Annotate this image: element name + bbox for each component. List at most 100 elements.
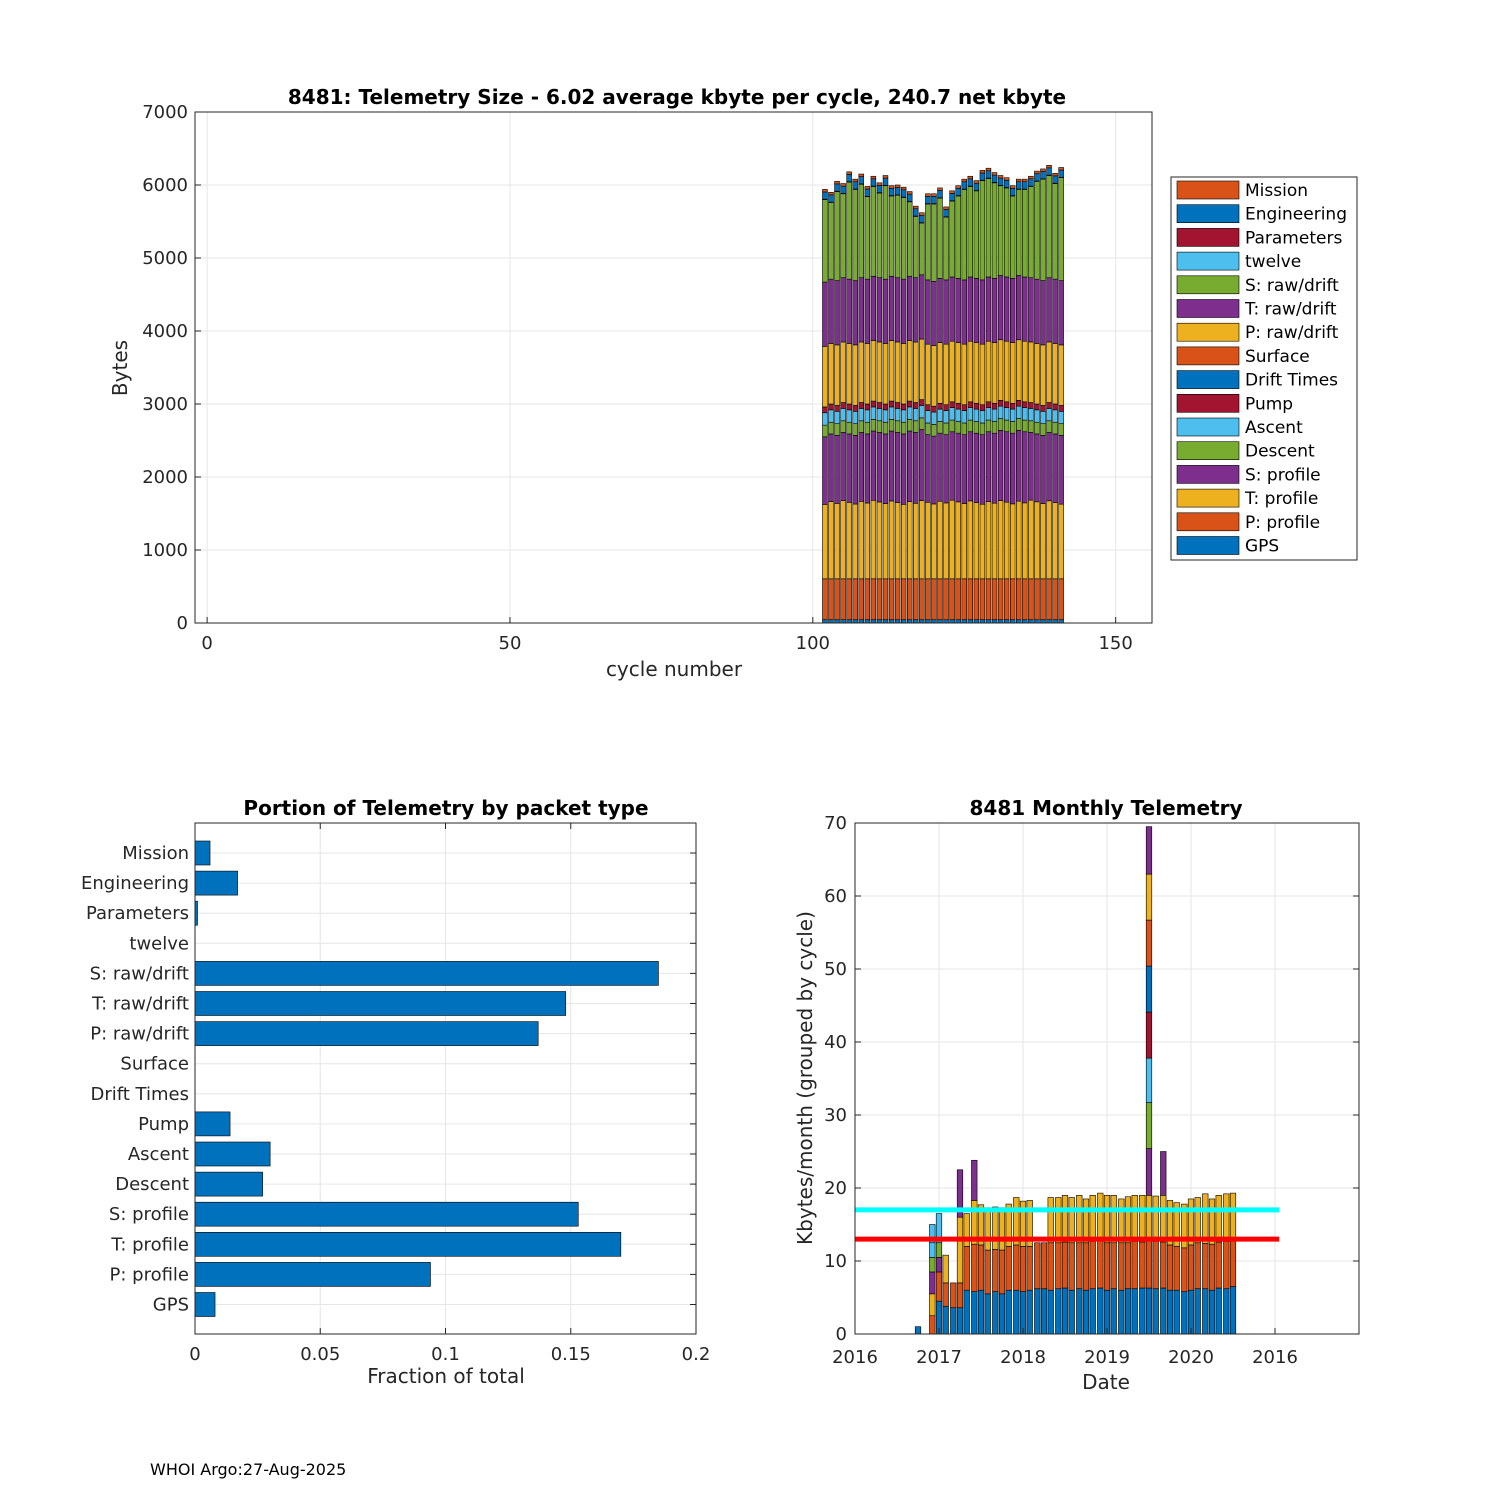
- bar-segment-t-profile: [937, 500, 943, 580]
- bar-segment-mission: [834, 181, 840, 185]
- bar-segment-descent: [876, 420, 883, 433]
- bar-segment-mission: [1040, 168, 1046, 172]
- bar-segment-t-profile: [828, 501, 834, 580]
- monthly-bar-segment: [1202, 1243, 1209, 1290]
- legend-label: GPS: [1245, 537, 1279, 557]
- bar-segment-mission: [822, 189, 828, 193]
- legend-swatch: [1176, 204, 1240, 223]
- bar-segment-t-raw-drift: [931, 281, 937, 346]
- bar-segment-s-raw-drift: [834, 191, 840, 281]
- legend-swatch: [1176, 393, 1240, 413]
- bar-segment-ascent: [967, 407, 974, 421]
- bar-segment-pump: [822, 406, 828, 414]
- monthly-bar-segment: [1068, 1289, 1075, 1335]
- bar-segment-engineering: [858, 176, 864, 185]
- bar-segment-descent: [997, 418, 1004, 431]
- bar-segment-p-profile: [967, 578, 974, 621]
- bar-segment-t-raw-drift: [1016, 275, 1022, 341]
- bar-segment-mission: [858, 173, 864, 177]
- bar-segment-s-profile: [822, 436, 828, 505]
- bar-segment-p-profile: [822, 578, 828, 621]
- bar-segment-p-raw-drift: [1028, 341, 1034, 403]
- bar-segment-mission: [979, 170, 986, 174]
- monthly-bar-segment: [998, 1293, 1006, 1335]
- monthly-bar-segment: [929, 1271, 936, 1295]
- bar-segment-s-profile: [1022, 431, 1028, 504]
- legend-swatch: [1176, 441, 1240, 461]
- monthly-bar-segment: [1005, 1246, 1012, 1291]
- bar-segment-descent: [882, 421, 889, 435]
- bar-segment-p-profile: [882, 578, 889, 621]
- bar-segment-t-profile: [834, 503, 840, 580]
- bar-segment-t-profile: [852, 503, 858, 580]
- bar-segment-ascent: [1052, 409, 1058, 423]
- legend-swatch: [1176, 370, 1240, 389]
- bar-segment-p-raw-drift: [1009, 342, 1016, 404]
- bar-segment-p-raw-drift: [882, 343, 889, 405]
- x-tick-label: 2018: [1000, 1347, 1046, 1368]
- bar-segment-descent: [864, 421, 871, 435]
- bar-segment-t-profile: [973, 502, 980, 580]
- bar-segment-p-raw-drift: [858, 341, 864, 403]
- bar-segment-engineering: [1058, 169, 1064, 178]
- bar-segment-p-profile: [1034, 578, 1040, 621]
- legend-label: T: raw/drift: [1244, 300, 1337, 320]
- bar-segment-s-profile: [876, 432, 883, 503]
- bar-segment-s-raw-drift: [894, 194, 901, 279]
- bar-segment-p-profile: [1028, 578, 1034, 621]
- bar-segment-s-profile: [955, 432, 961, 503]
- hlines-br: [855, 1207, 1280, 1242]
- legend-label: twelve: [1245, 252, 1301, 272]
- bar-segment-ascent: [906, 406, 913, 420]
- bar-segment-mission: [985, 167, 992, 172]
- bar-segment-s-raw-drift: [840, 193, 846, 279]
- bar-segment-t-raw-drift: [997, 275, 1004, 341]
- bar-segment-t-raw-drift: [828, 278, 834, 344]
- bar-segment-s-profile: [858, 432, 864, 502]
- monthly-bar-segment: [984, 1249, 991, 1295]
- bar-segment-p-raw-drift: [931, 345, 937, 407]
- bar-segment-descent: [1040, 423, 1046, 436]
- bar-segment-t-raw-drift: [937, 278, 943, 343]
- portion-by-packet-chart: 0 0.05 0.1 0.15 0.2 Mission Engineering Paramet…: [81, 796, 710, 1388]
- monthly-bar-segment: [1152, 1240, 1159, 1290]
- bar-segment-s-raw-drift: [925, 203, 931, 281]
- bar-segment-engineering: [1028, 178, 1034, 187]
- bar-segment-ascent: [979, 410, 986, 424]
- bar-segment-s-profile: [967, 431, 974, 502]
- monthly-bar-segment: [992, 1291, 999, 1335]
- bar-segment-ascent: [888, 406, 895, 420]
- y-tick-label: T: raw/drift: [91, 994, 189, 1015]
- bar-segment-engineering: [870, 178, 877, 187]
- bar-segment-engineering: [840, 185, 846, 194]
- monthly-bar-segment: [1110, 1242, 1117, 1290]
- monthly-bar-segment: [929, 1293, 936, 1317]
- monthly-bar-segment: [1215, 1241, 1222, 1289]
- monthly-bar-segment: [1229, 1238, 1237, 1287]
- monthly-bar-segment: [1194, 1288, 1201, 1335]
- monthly-bar-segment: [1026, 1200, 1033, 1247]
- bar-segment-s-profile: [900, 433, 907, 505]
- bar-segment-engineering: [913, 208, 919, 217]
- monthly-bar-segment: [1103, 1289, 1111, 1335]
- monthly-bar-segment: [1124, 1196, 1132, 1244]
- bar-segment-s-profile: [864, 433, 871, 504]
- x-tick-label: 2017: [916, 1347, 962, 1368]
- x-tick-label: 0.1: [431, 1344, 460, 1365]
- y-tick-label: 7000: [142, 102, 188, 123]
- bar-segment-ascent: [1009, 408, 1016, 422]
- bar-segment-descent: [985, 419, 992, 433]
- bar-segment-t-profile: [961, 503, 967, 580]
- x-axis-label-bl: Fraction of total: [367, 1364, 525, 1388]
- bar-segment-mission: [846, 171, 852, 175]
- bar-segment-p-raw-drift: [913, 341, 919, 403]
- monthly-bar-segment: [1110, 1195, 1117, 1244]
- bar-segment-p-profile: [991, 578, 998, 621]
- x-tick-label: 0: [189, 1344, 200, 1365]
- bar-segment-ascent: [1022, 407, 1028, 421]
- monthly-bar-segment: [1076, 1242, 1083, 1290]
- y-tick-label: 30: [824, 1105, 847, 1126]
- bar-segment-s-profile: [1052, 433, 1058, 503]
- bar-segment-s-raw-drift: [991, 182, 998, 279]
- legend-label: P: profile: [1245, 513, 1320, 533]
